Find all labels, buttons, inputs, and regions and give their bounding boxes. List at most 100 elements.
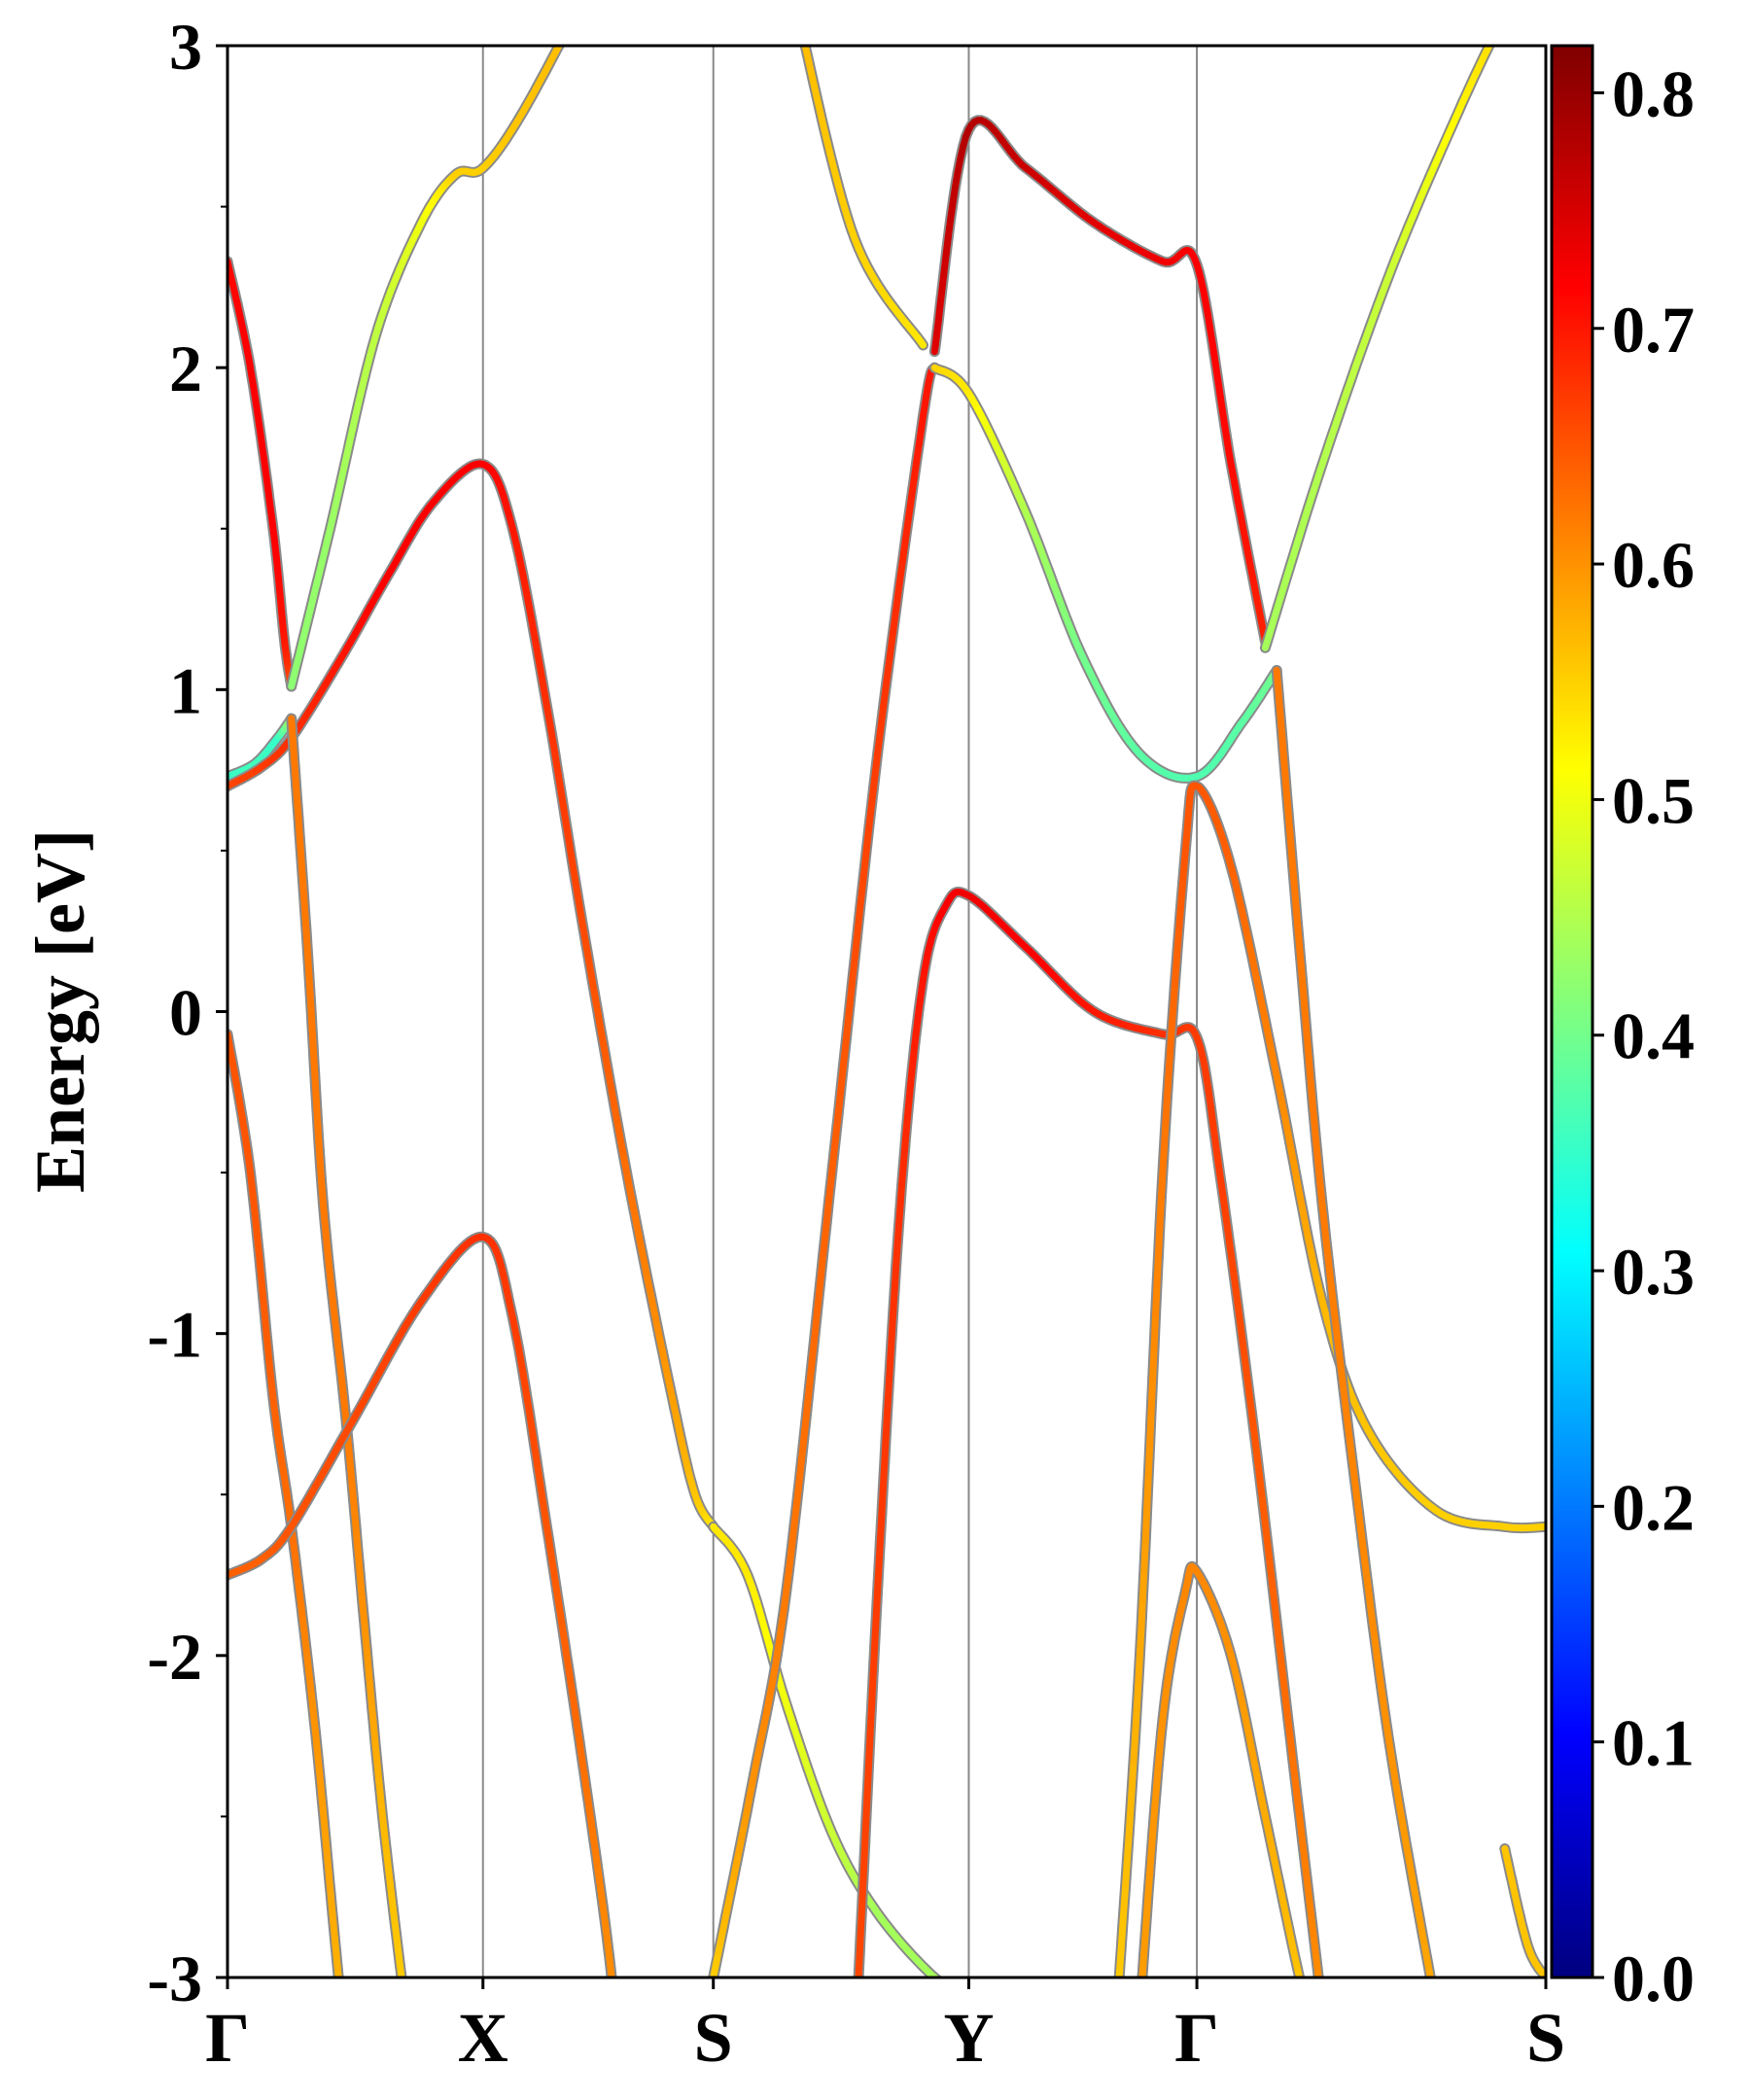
band-segment xyxy=(874,726,885,758)
band-segment xyxy=(865,1730,874,1768)
band-segment xyxy=(613,1994,614,1999)
colorbar xyxy=(1550,44,1594,1979)
band-segment xyxy=(960,1991,962,1992)
band-segment xyxy=(579,0,583,6)
band-segment xyxy=(943,1983,946,1985)
band-segment xyxy=(884,1382,892,1415)
band-segment xyxy=(1156,1195,1165,1230)
band-segment xyxy=(796,1447,806,1481)
band-segment xyxy=(1435,2001,1437,2010)
band-segment xyxy=(1308,2005,1309,2006)
band-segment xyxy=(1125,1809,1135,1842)
band-11 xyxy=(928,362,1282,784)
band-segment xyxy=(948,1986,951,1987)
band-segment xyxy=(1301,1983,1302,1988)
band-segment xyxy=(1319,1987,1321,2000)
band-segment xyxy=(845,981,856,1016)
band-segment xyxy=(1501,17,1503,20)
colorbar-tick-label: 0.0 xyxy=(1612,1942,1695,2015)
band-segment xyxy=(1302,1988,1303,1992)
band-15 xyxy=(1271,665,1437,2010)
y-tick-label: -3 xyxy=(147,1942,202,2015)
band-segment xyxy=(966,1993,967,1994)
band-segment xyxy=(917,337,927,349)
band-segment xyxy=(799,1419,809,1454)
band-outline xyxy=(228,1231,617,1978)
band-segment xyxy=(857,875,867,909)
band-segment xyxy=(1306,2001,1307,2003)
band-segment xyxy=(1503,14,1505,17)
band-segment xyxy=(402,1985,403,1995)
band-segment xyxy=(1163,1070,1172,1102)
band-segment xyxy=(828,1142,839,1176)
band-segment xyxy=(1171,962,1180,990)
band-segment xyxy=(1150,1312,1159,1351)
band-segment xyxy=(1118,1983,1119,1998)
band-segment xyxy=(1157,1169,1167,1203)
kpoint-label: Γ xyxy=(205,1999,250,2077)
band-8 xyxy=(708,362,940,1978)
band-segment xyxy=(890,1285,898,1316)
band-segment xyxy=(1307,2002,1308,2004)
band-outline xyxy=(286,46,566,692)
band-segment xyxy=(1499,20,1501,24)
band-segment xyxy=(811,1307,822,1344)
band-segment xyxy=(800,21,802,31)
band-segment xyxy=(1494,29,1497,34)
band-segment xyxy=(856,1930,864,1961)
band-outline xyxy=(1113,780,1546,1978)
band-segment xyxy=(868,1669,877,1707)
kpoint-label: S xyxy=(1526,1999,1565,2077)
band-segment xyxy=(1162,1095,1171,1127)
y-tick-label: 0 xyxy=(169,976,202,1050)
band-segment xyxy=(958,1990,960,1991)
band-segment xyxy=(566,23,571,33)
band-segment xyxy=(1153,1251,1162,1289)
band-segment xyxy=(1160,1119,1170,1151)
colorbar-ticks: 0.0 0.1 0.2 0.3 0.4 0.5 0.6 0.7 0.8 xyxy=(1592,56,1695,2015)
band-segment xyxy=(576,6,580,15)
band-7 xyxy=(228,1231,617,1999)
band-segment xyxy=(1152,1281,1161,1319)
band-segment xyxy=(862,1791,871,1829)
band-segment xyxy=(888,1309,897,1341)
band-segment xyxy=(1138,1596,1146,1632)
band-segment xyxy=(885,1357,894,1389)
band-segment xyxy=(859,1850,868,1886)
band-segment xyxy=(882,1408,892,1441)
kpoint-label: X xyxy=(458,1999,508,2077)
band-segment xyxy=(1146,1847,1155,1876)
band-16 xyxy=(1137,1560,1309,2006)
band-segment xyxy=(808,1336,819,1372)
band-outline xyxy=(799,46,928,351)
band-segment xyxy=(865,798,876,831)
band-segment xyxy=(880,678,891,710)
band-segment xyxy=(934,1976,940,1978)
band-segment xyxy=(403,1995,404,2003)
band-segment xyxy=(1122,1859,1131,1890)
band-segment xyxy=(1136,1625,1145,1660)
band-segment xyxy=(335,1976,342,1978)
band-segment xyxy=(1165,1048,1174,1078)
band-segment xyxy=(1151,1784,1160,1812)
band-segment xyxy=(874,1562,883,1595)
band-segment xyxy=(1144,1441,1154,1481)
y-tick-label: -2 xyxy=(147,1620,202,1694)
band-segment xyxy=(825,1169,836,1203)
band-segment xyxy=(1168,1003,1177,1032)
y-tick-label: 2 xyxy=(169,332,202,405)
band-segment xyxy=(901,514,912,543)
band-segment xyxy=(895,558,906,589)
band-segment xyxy=(872,1588,882,1621)
band-segment xyxy=(1133,1678,1142,1712)
band-segment xyxy=(886,629,896,661)
band-segment xyxy=(822,1195,833,1230)
band-segment xyxy=(1321,2000,1322,2010)
band-segment xyxy=(1299,1838,1309,1866)
band-segment xyxy=(1132,1704,1140,1738)
band-segment xyxy=(820,1223,830,1258)
band-3 xyxy=(228,458,719,1532)
band-segment xyxy=(1433,1990,1435,2001)
